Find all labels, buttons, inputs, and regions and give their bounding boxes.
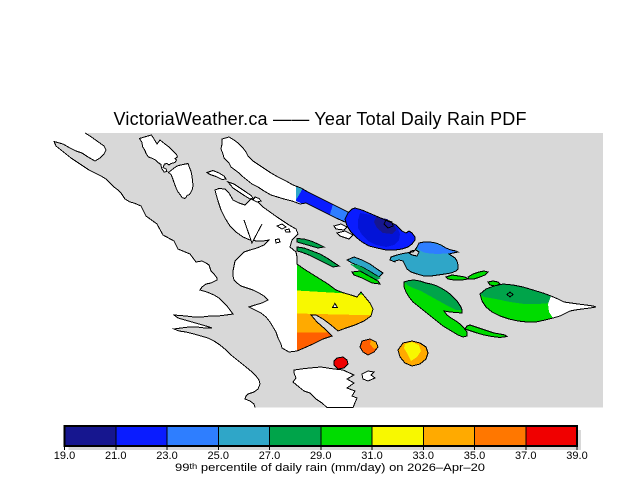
svg-text:39.0: 39.0 (566, 450, 587, 462)
svg-text:33.0: 33.0 (413, 450, 434, 462)
svg-text:37.0: 37.0 (515, 450, 536, 462)
svg-text:23.0: 23.0 (156, 450, 177, 462)
svg-text:VictoriaWeather.ca —— Year Tot: VictoriaWeather.ca —— Year Total Daily R… (114, 109, 527, 129)
svg-text:31.0: 31.0 (361, 450, 382, 462)
svg-text:19.0: 19.0 (54, 450, 75, 462)
svg-text:35.0: 35.0 (464, 450, 485, 462)
svg-text:25.0: 25.0 (208, 450, 229, 462)
svg-text:27.0: 27.0 (259, 450, 280, 462)
svg-text:21.0: 21.0 (105, 450, 126, 462)
svg-text:29.0: 29.0 (310, 450, 331, 462)
